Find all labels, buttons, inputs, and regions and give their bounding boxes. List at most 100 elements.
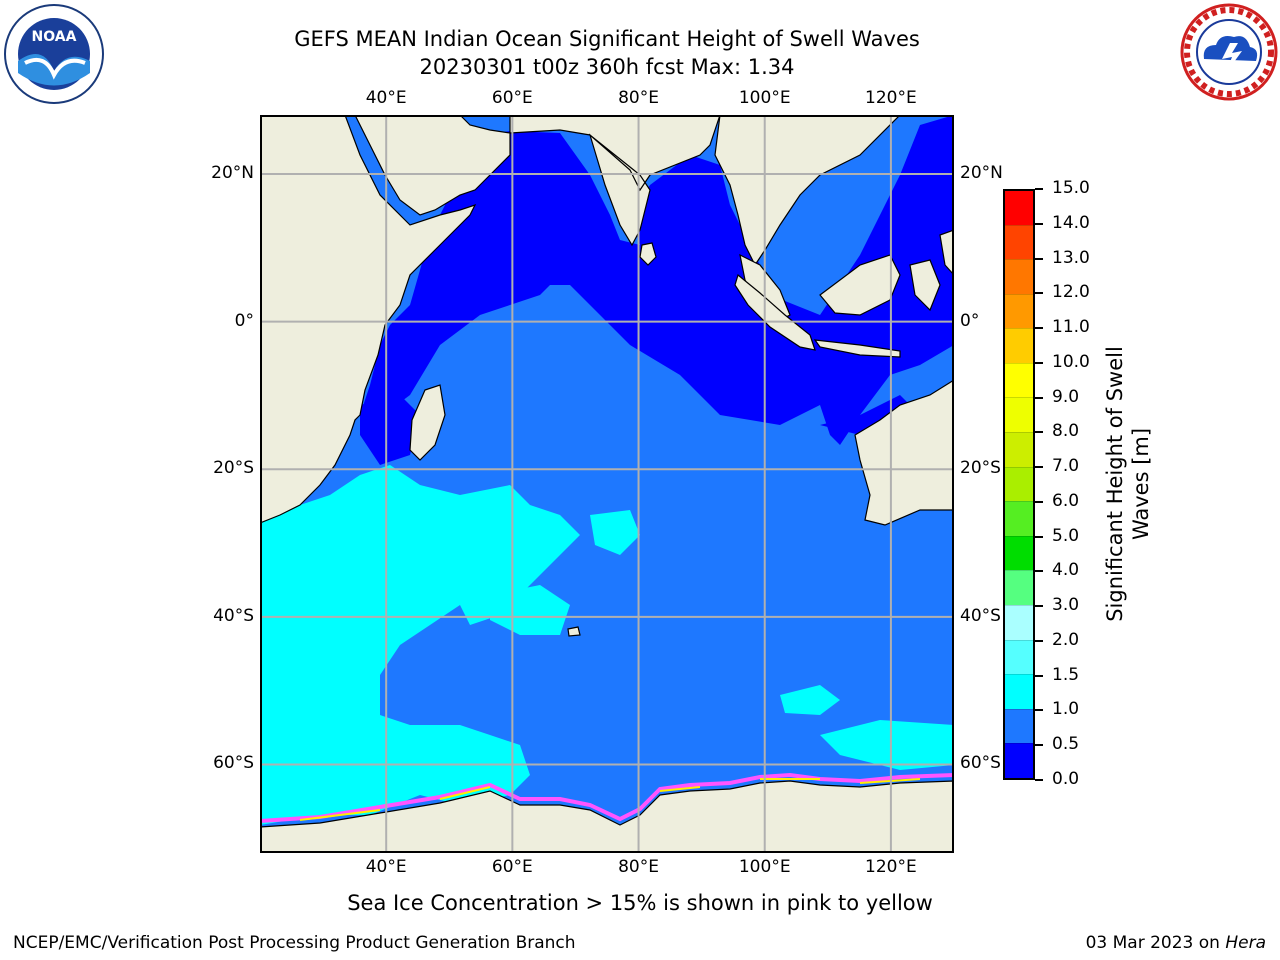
land-sri-lanka: [639, 242, 657, 266]
colorbar-swatch: [1005, 362, 1033, 398]
colorbar-swatch: [1005, 605, 1033, 640]
colorbar-swatch: [1005, 674, 1033, 709]
colorbar: [1003, 189, 1035, 780]
colorbar-swatch: [1005, 570, 1033, 606]
lat-label-right: 40°S: [960, 605, 1001, 626]
lon-label-top: 40°E: [365, 88, 407, 108]
land-australia: [854, 379, 954, 526]
lat-label-right: 60°S: [960, 753, 1001, 774]
land-arabia: [354, 115, 511, 216]
lat-label-right: 0°: [960, 310, 980, 331]
colorbar-tick-label: 4.0: [1052, 560, 1080, 581]
colorbar-tick-mark: [1035, 605, 1043, 608]
colorbar-label: Significant Height of Swell Waves [m]: [1102, 346, 1154, 622]
colorbar-tick-label: 1.5: [1052, 664, 1080, 685]
credit-text: NCEP/EMC/Verification Post Processing Pr…: [13, 933, 576, 953]
colorbar-tick-mark: [1035, 500, 1043, 503]
nws-logo-icon: [1180, 3, 1278, 101]
low-swell-madagascar-channel: [360, 395, 420, 465]
colorbar-tick-mark: [1035, 466, 1043, 469]
lon-label-bottom: 80°E: [618, 857, 659, 877]
low-swell-region: [360, 115, 954, 445]
land-africa: [260, 115, 477, 524]
land-sumatra: [734, 273, 816, 351]
lat-label-left: 60°S: [213, 753, 254, 774]
colorbar-tick-mark: [1035, 292, 1043, 295]
lon-label-bottom: 40°E: [365, 857, 407, 877]
colorbar-tick-label: 0.5: [1052, 734, 1080, 755]
colorbar-tick-label: 1.0: [1052, 699, 1080, 720]
colorbar-swatch: [1005, 743, 1033, 778]
lat-label-left: 20°N: [211, 163, 254, 184]
lon-label-top: 100°E: [738, 88, 791, 108]
noaa-logo-text: NOAA: [32, 29, 77, 45]
colorbar-tick-mark: [1035, 431, 1043, 434]
colorbar-tick-mark: [1035, 779, 1043, 781]
land-kerguelen: [567, 626, 581, 637]
colorbar-tick-label: 15.0: [1052, 178, 1090, 198]
lat-label-left: 20°S: [213, 458, 254, 479]
lon-label-top: 60°E: [491, 88, 533, 108]
colorbar-tick-label: 3.0: [1052, 595, 1080, 616]
colorbar-tick-label: 13.0: [1052, 247, 1090, 268]
high-swell-region-sw: [260, 465, 580, 825]
colorbar-tick-label: 14.0: [1052, 212, 1090, 233]
lon-label-bottom: 60°E: [491, 857, 533, 877]
lat-label-right: 20°N: [960, 163, 1003, 184]
colorbar-tick-label: 12.0: [1052, 282, 1090, 303]
land-java: [813, 339, 901, 358]
colorbar-swatch: [1005, 293, 1033, 329]
colorbar-tick-mark: [1035, 709, 1043, 712]
graticule: [260, 115, 954, 853]
colorbar-tick-label: 2.0: [1052, 629, 1080, 650]
colorbar-tick-mark: [1035, 396, 1043, 399]
colorbar-tick-mark: [1035, 361, 1043, 364]
colorbar-tick-label: 5.0: [1052, 525, 1080, 546]
map-subtitle: 20230301 t00z 360h fcst Max: 1.34: [419, 55, 795, 79]
high-swell-patch-east: [780, 685, 840, 715]
high-swell-patch-mid2: [590, 510, 640, 555]
colorbar-tick-mark: [1035, 639, 1043, 642]
colorbar-tick-mark: [1035, 674, 1043, 677]
colorbar-swatch: [1005, 432, 1033, 467]
map-title: GEFS MEAN Indian Ocean Significant Heigh…: [294, 27, 920, 51]
high-swell-patch-mid: [490, 585, 570, 635]
colorbar-tick-label: 10.0: [1052, 351, 1090, 372]
lon-label-bottom: 120°E: [865, 857, 917, 877]
lon-label-top: 80°E: [618, 88, 659, 108]
colorbar-tick-label: 0.0: [1052, 769, 1080, 789]
land-borneo: [819, 254, 901, 316]
swell-height-map: [260, 115, 954, 853]
colorbar-swatch: [1005, 224, 1033, 260]
land-antarctica: [260, 780, 954, 853]
land-islands-east: [909, 229, 954, 312]
colorbar-tick-mark: [1035, 257, 1043, 260]
high-swell-patch-far-east: [820, 720, 954, 770]
colorbar-label-line1: Significant Height of Swell: [1103, 346, 1127, 622]
map-border: [260, 115, 954, 853]
lat-label-left: 40°S: [213, 605, 254, 626]
colorbar-tick-mark: [1035, 222, 1043, 225]
colorbar-tick-label: 9.0: [1052, 386, 1080, 407]
colorbar-tick-mark: [1035, 327, 1043, 330]
colorbar-swatch: [1005, 259, 1033, 294]
colorbar-swatch: [1005, 639, 1033, 675]
host-label: Hera: [1225, 933, 1266, 953]
lat-label-left: 0°: [234, 310, 254, 331]
date-text: 03 Mar 2023 on Hera: [1086, 933, 1266, 953]
colorbar-tick-label: 7.0: [1052, 456, 1080, 477]
colorbar-tick-mark: [1035, 744, 1043, 747]
colorbar-tick-label: 8.0: [1052, 421, 1080, 442]
colorbar-swatch: [1005, 535, 1033, 571]
colorbar-swatch: [1005, 328, 1033, 363]
colorbar-tick-mark: [1035, 535, 1043, 538]
sea-ice-yellow: [299, 778, 921, 821]
noaa-logo-icon: NOAA: [3, 3, 105, 105]
map-panel: [260, 115, 954, 853]
colorbar-tick-mark: [1035, 570, 1043, 573]
colorbar-swatch: [1005, 708, 1033, 744]
colorbar-swatch: [1005, 397, 1033, 433]
colorbar-swatch: [1005, 466, 1033, 502]
lat-label-right: 20°S: [960, 458, 1001, 479]
lon-label-bottom: 100°E: [738, 857, 791, 877]
